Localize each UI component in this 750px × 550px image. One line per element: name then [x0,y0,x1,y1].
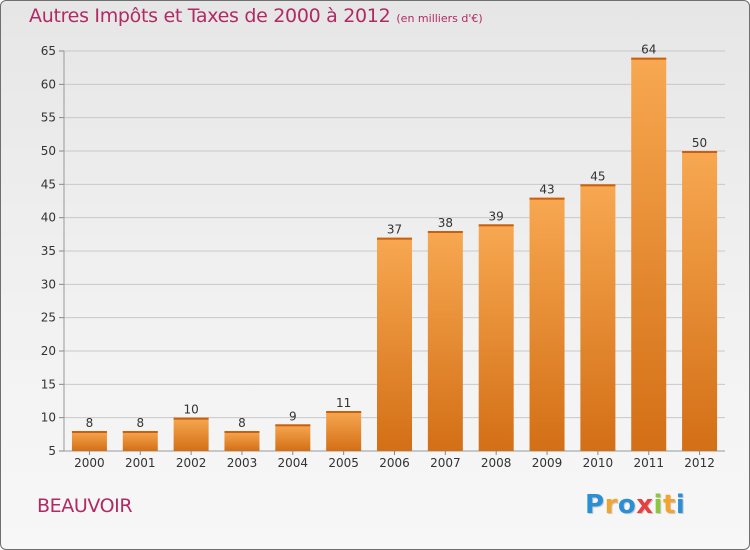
x-tick-label-2009: 2009 [532,456,563,470]
data-label-2008: 39 [489,209,504,223]
bar-2011 [631,57,667,452]
bar-2001 [122,431,158,451]
chart-title: Autres Impôts et Taxes de 2000 à 2012 [29,5,391,27]
chart-subtitle: (en milliers d'€) [396,12,483,25]
bar-2003 [224,431,260,451]
data-label-2002: 10 [183,403,198,417]
bar-top-edge [631,57,667,60]
data-label-2000: 8 [86,416,94,430]
data-label-2004: 9 [289,409,297,423]
bar-2000 [71,431,107,451]
data-labels: 8 8 10 8 9 11 37 38 39 43 45 64 50 [86,43,708,430]
logo-letter: P [585,490,605,520]
y-tick-label: 5 [48,444,56,458]
y-tick-label: 55 [41,111,56,125]
data-label-2007: 38 [438,216,453,230]
y-tick-label: 40 [41,211,56,225]
bar-2002 [173,417,209,451]
x-tick-label-2003: 2003 [227,456,258,470]
x-tick-label-2004: 2004 [278,456,309,470]
bar-top-edge [682,151,718,153]
bar-2006 [377,237,412,451]
chart-title-block: Autres Impôts et Taxes de 2000 à 2012 (en… [29,5,483,27]
y-tick-label: 45 [41,177,56,191]
proxiti-logo[interactable]: Proxiti [585,490,685,520]
bar-top-edge [173,417,209,420]
bars [71,57,718,452]
bar-top-edge [71,431,107,433]
bar-top-edge [580,184,616,187]
bar-top-edge [122,431,158,433]
data-label-2011: 64 [641,43,656,57]
x-tick-label-2000: 2000 [74,456,105,470]
logo-letter: x [636,490,654,520]
x-tick-label-2002: 2002 [176,456,207,470]
data-label-2006: 37 [387,223,402,237]
bar-2005 [326,411,362,451]
x-tick-label-2012: 2012 [684,456,715,470]
bar-top-edge [529,197,565,200]
y-tick-label: 25 [41,311,56,325]
bar-2004 [275,424,311,451]
data-label-2003: 8 [238,416,246,430]
data-label-2005: 11 [336,396,351,410]
bar-2008 [478,224,514,451]
y-tick-label: 20 [41,344,56,358]
x-tick-label-2008: 2008 [481,456,512,470]
x-tick-label-2005: 2005 [328,456,359,470]
bar-2012 [682,151,718,451]
bar-top-edge [275,424,311,427]
x-tick-label-2010: 2010 [583,456,614,470]
data-label-2012: 50 [692,136,707,150]
y-tick-label: 65 [41,44,56,58]
logo-letter: t [662,490,676,520]
bar-top-edge [224,431,260,433]
y-tick-label: 60 [41,77,56,91]
logo-letter: i [653,490,663,520]
y-tick-label: 30 [41,277,56,291]
x-tick-label-2011: 2011 [633,456,664,470]
x-tick-label-2001: 2001 [125,456,156,470]
data-label-2010: 45 [590,169,605,183]
y-tick-label: 35 [41,244,56,258]
commune-name: BEAUVOIR [37,495,133,517]
x-tick-label-2007: 2007 [430,456,461,470]
data-label-2009: 43 [539,183,554,197]
bar-2009 [529,197,565,451]
bar-2007 [427,231,463,451]
logo-letter: r [604,490,618,520]
y-tick-label: 50 [41,144,56,158]
logo-letter: o [617,490,637,520]
bar-top-edge [427,231,463,233]
data-label-2001: 8 [136,416,144,430]
x-tick-label-2006: 2006 [379,456,410,470]
bar-top-edge [377,237,412,240]
bar-top-edge [326,411,362,413]
logo-letter: i [675,490,686,520]
y-tick-label: 10 [41,411,56,425]
bar-2010 [580,184,616,452]
y-tick-label: 15 [41,377,56,391]
bar-top-edge [478,224,514,227]
